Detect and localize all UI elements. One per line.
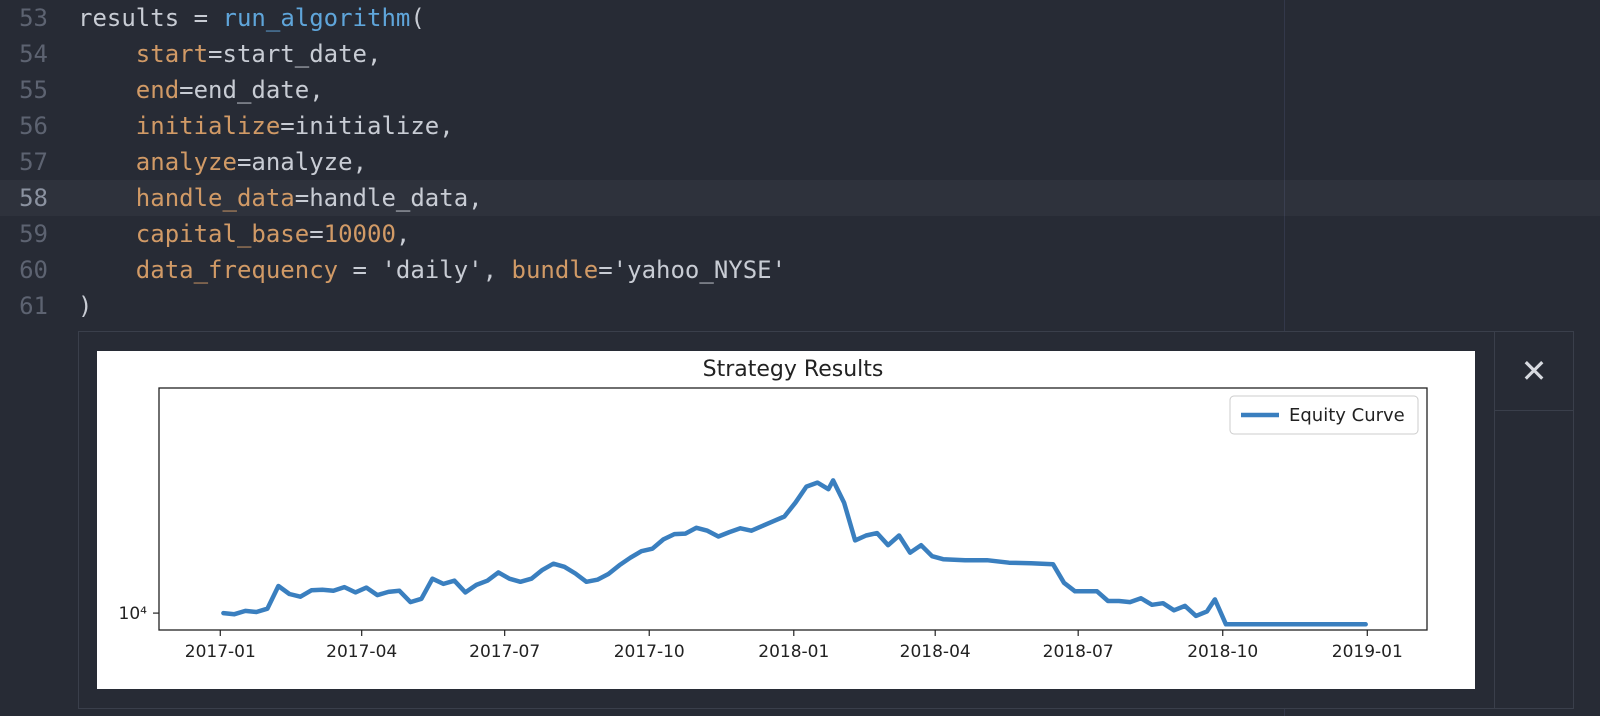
code-line[interactable]: 53 results = run_algorithm(: [0, 0, 1600, 36]
code-token: [78, 148, 136, 176]
y-axis: 10⁴: [119, 604, 159, 624]
code-token: ,: [439, 112, 454, 140]
code-text[interactable]: results = run_algorithm(: [78, 0, 425, 36]
code-text[interactable]: capital_base=10000,: [78, 216, 411, 252]
code-line[interactable]: 57 analyze=analyze,: [0, 144, 1600, 180]
x-tick-label: 2019-01: [1332, 642, 1403, 662]
line-number: 60: [19, 256, 48, 284]
code-text[interactable]: start=start_date,: [78, 36, 382, 72]
line-number: 54: [19, 40, 48, 68]
code-token: analyze: [135, 148, 237, 176]
x-tick-label: 2018-07: [1043, 642, 1114, 662]
code-token: ,: [482, 256, 512, 284]
code-token: 10000: [323, 220, 396, 248]
code-token: [78, 184, 136, 212]
code-token: =: [338, 256, 382, 284]
code-token: end: [135, 76, 180, 104]
code-token: ): [78, 292, 93, 320]
code-token: =: [294, 184, 310, 212]
x-tick-label: 2018-01: [758, 642, 829, 662]
code-token: ,: [395, 220, 411, 248]
code-line[interactable]: 55 end=end_date,: [0, 72, 1600, 108]
equity-chart: Strategy Results 2017-01 2017-04 2017-07 20…: [119, 357, 1428, 662]
code-token: ,: [367, 40, 382, 68]
code-token: ,: [352, 148, 368, 176]
line-number: 57: [19, 148, 48, 176]
code-token: 'daily': [381, 256, 483, 284]
code-token: results: [78, 4, 180, 32]
code-token: =: [236, 148, 252, 176]
code-token: analyze: [251, 148, 353, 176]
code-token: =: [208, 40, 223, 68]
plot-area: [158, 387, 1428, 631]
line-number: 53: [19, 4, 48, 32]
code-token: (: [410, 4, 425, 32]
x-tick-label: 2018-10: [1187, 642, 1258, 662]
code-token: capital_base: [135, 220, 310, 248]
code-token: handle_data: [135, 184, 295, 212]
code-text[interactable]: handle_data=handle_data,: [78, 180, 483, 216]
code-line[interactable]: 61): [0, 288, 1600, 324]
line-number: 56: [19, 112, 48, 140]
panel-divider: [1494, 331, 1495, 709]
code-token: initialize: [294, 112, 440, 140]
code-line[interactable]: 56 initialize=initialize,: [0, 108, 1600, 144]
code-line[interactable]: 60 data_frequency = 'daily', bundle='yah…: [0, 252, 1600, 288]
code-token: bundle: [511, 256, 599, 284]
code-token: =: [280, 112, 295, 140]
code-token: =: [179, 76, 194, 104]
code-text[interactable]: initialize=initialize,: [78, 108, 454, 144]
code-token: ,: [309, 76, 324, 104]
line-number: 59: [19, 220, 48, 248]
code-text[interactable]: end=end_date,: [78, 72, 324, 108]
code-text[interactable]: data_frequency = 'daily', bundle='yahoo_…: [78, 252, 786, 288]
code-token: 'yahoo_NYSE': [612, 256, 787, 284]
code-token: [78, 256, 136, 284]
line-number: 58: [19, 184, 48, 212]
code-token: data_frequency: [135, 256, 339, 284]
series-line-equity-curve: [221, 478, 1368, 627]
code-token: =: [309, 220, 324, 248]
code-token: [78, 112, 136, 140]
code-token: [78, 220, 136, 248]
legend-box: [1229, 395, 1419, 435]
x-tick-label: 2017-07: [469, 642, 540, 662]
code-token: end_date: [193, 76, 310, 104]
line-number: 55: [19, 76, 48, 104]
code-token: [78, 76, 136, 104]
code-token: =: [179, 4, 223, 32]
code-token: ,: [468, 184, 483, 212]
code-line[interactable]: 58 handle_data=handle_data,: [0, 180, 1600, 216]
code-text[interactable]: analyze=analyze,: [78, 144, 367, 180]
code-line[interactable]: 54 start=start_date,: [0, 36, 1600, 72]
x-tick-label: 2017-01: [185, 642, 256, 662]
close-icon[interactable]: ✕: [1520, 351, 1548, 390]
legend: Equity Curve: [1229, 395, 1419, 435]
code-token: start: [135, 40, 209, 68]
x-axis: 2017-01 2017-04 2017-07 2017-10 2018-01 2018-…: [185, 630, 1403, 662]
series-group: [221, 478, 1368, 627]
code-text[interactable]: ): [78, 288, 92, 324]
code-token: run_algorithm: [222, 4, 411, 32]
code-token: =: [598, 256, 613, 284]
chart-image: Strategy Results 2017-01 2017-04 2017-07 20…: [97, 351, 1475, 689]
code-line[interactable]: 59 capital_base=10000,: [0, 216, 1600, 252]
chart-title: Strategy Results: [703, 357, 884, 382]
x-tick-label: 2017-10: [614, 642, 685, 662]
code-token: initialize: [135, 112, 281, 140]
x-tick-label: 2017-04: [326, 642, 397, 662]
line-number: 61: [19, 292, 48, 320]
legend-label: Equity Curve: [1289, 405, 1405, 426]
x-tick-label: 2018-04: [900, 642, 971, 662]
y-tick-label: 10⁴: [119, 604, 148, 624]
code-token: [78, 40, 136, 68]
code-token: handle_data: [309, 184, 469, 212]
code-token: start_date: [222, 40, 368, 68]
close-output-button[interactable]: ✕: [1494, 331, 1574, 411]
